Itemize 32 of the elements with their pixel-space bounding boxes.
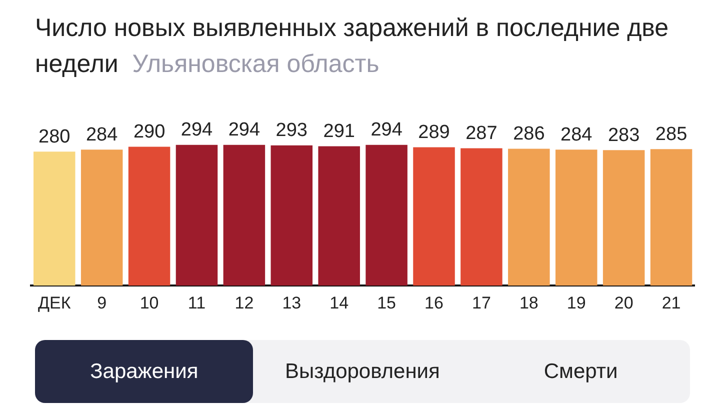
x-tick-label: 14 (330, 293, 349, 312)
x-tick-label: 18 (519, 293, 538, 312)
chart-subtitle: Ульяновская область (132, 50, 380, 78)
x-tick-label: 15 (377, 293, 396, 312)
data-label: 285 (655, 124, 688, 145)
x-tick-label: 11 (188, 293, 206, 312)
data-label: 290 (133, 122, 166, 143)
x-tick-label: 9 (97, 293, 107, 312)
x-tick-label: 19 (566, 293, 586, 312)
text: Выздоровления (284, 358, 441, 384)
x-tick-label: 20 (614, 293, 634, 312)
data-label: 291 (323, 121, 355, 142)
data-label: 294 (370, 120, 403, 141)
text: Смерти (542, 358, 619, 384)
data-label: 294 (180, 120, 214, 141)
data-label: 294 (228, 120, 260, 141)
x-tick-label: 17 (472, 293, 491, 312)
x-tick-label: 21 (662, 293, 681, 312)
data-label: 287 (466, 122, 498, 144)
x-tick-label: 16 (424, 293, 444, 312)
x-tick-label: ДЕК (38, 293, 71, 312)
x-tick-label: 12 (234, 293, 254, 312)
data-label: 280 (38, 126, 70, 148)
data-label: 284 (560, 124, 593, 146)
data-label: 293 (276, 120, 308, 142)
x-tick-label: 10 (140, 293, 159, 312)
data-label: 284 (86, 124, 118, 146)
data-label: 286 (513, 123, 545, 144)
data-label: 289 (418, 122, 450, 143)
text: Заражения (35, 340, 254, 403)
x-tick-label: 13 (282, 293, 302, 312)
data-label: 283 (608, 124, 640, 146)
